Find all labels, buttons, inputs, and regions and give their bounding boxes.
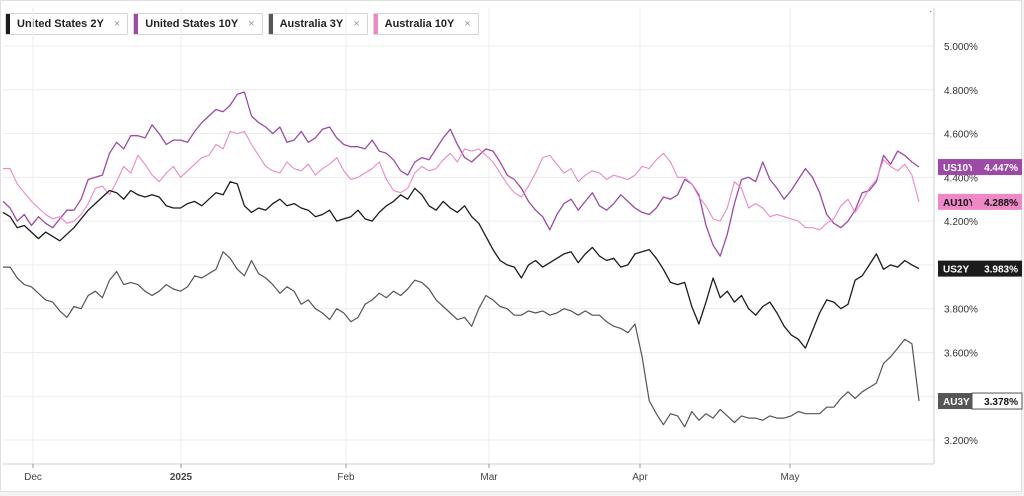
- value-tag-bg: [938, 393, 972, 410]
- y-tick-label: 4.200%: [944, 217, 978, 228]
- x-tick-label: Feb: [337, 472, 355, 483]
- chart-menu-icon[interactable]: ·: [929, 6, 933, 17]
- remove-series-icon[interactable]: ×: [353, 18, 360, 30]
- remove-series-icon[interactable]: ×: [248, 18, 255, 30]
- legend-swatch: [373, 14, 378, 34]
- legend-item-au3y[interactable]: Australia 3Y ×: [267, 13, 368, 35]
- series-line-us10y: [2, 91, 920, 257]
- x-tick-label: Apr: [632, 472, 648, 483]
- x-tick-label: Mar: [480, 472, 498, 483]
- value-tag-value-bg: [972, 260, 1022, 277]
- series-line-au10y: [3, 130, 920, 231]
- y-tick-label: 5.000%: [944, 42, 978, 53]
- value-tag-ticker: US10Y: [943, 163, 975, 174]
- value-tag-bg: [938, 193, 972, 210]
- value-tag-ticker: AU10Y: [943, 198, 976, 209]
- legend-swatch: [268, 14, 273, 34]
- y-tick-label: 3.600%: [944, 348, 978, 359]
- y-tick-label: 4.800%: [944, 86, 978, 97]
- legend-label: Australia 10Y: [384, 18, 455, 30]
- value-tag-value-bg: [972, 159, 1022, 176]
- remove-series-icon[interactable]: ×: [113, 18, 121, 30]
- value-tag-value-bg: [972, 193, 1022, 210]
- x-tick-label: May: [781, 472, 800, 483]
- y-tick-label: 3.200%: [944, 436, 978, 447]
- series-line-us2y: [2, 181, 920, 349]
- series-line-au3y: [3, 251, 920, 428]
- value-tag-bg: [938, 159, 972, 176]
- legend-label: United States 2Y: [17, 18, 104, 30]
- remove-series-icon[interactable]: ×: [464, 18, 471, 30]
- value-tag-value-bg: [971, 392, 1023, 410]
- legend-item-us2y[interactable]: United States 2Y ×: [5, 13, 129, 35]
- legend-label: Australia 3Y: [279, 18, 344, 30]
- y-tick-label: 4.400%: [944, 173, 978, 184]
- y-tick-label: 3.800%: [944, 305, 978, 316]
- value-tag-ticker: AU3Y: [943, 397, 970, 408]
- value-tag-value: 4.288%: [984, 198, 1018, 209]
- value-tag-value: 3.983%: [984, 265, 1018, 276]
- value-tag-bg: [938, 260, 972, 277]
- value-tag-ticker: US2Y: [943, 265, 969, 276]
- legend-item-us10y[interactable]: United States 10Y ×: [133, 13, 263, 35]
- x-tick-label: Dec: [24, 472, 42, 483]
- legend-swatch: [6, 14, 10, 34]
- y-tick-label: 4.600%: [944, 130, 978, 141]
- legend-item-au10y[interactable]: Australia 10Y ×: [372, 13, 479, 35]
- legend: United States 2Y × United States 10Y × A…: [5, 13, 479, 35]
- legend-label: United States 10Y: [145, 18, 239, 30]
- value-tag-value: 4.447%: [984, 163, 1018, 174]
- x-tick-label: 2025: [170, 472, 193, 483]
- value-tag-value: 3.378%: [984, 397, 1018, 408]
- legend-swatch: [134, 14, 139, 34]
